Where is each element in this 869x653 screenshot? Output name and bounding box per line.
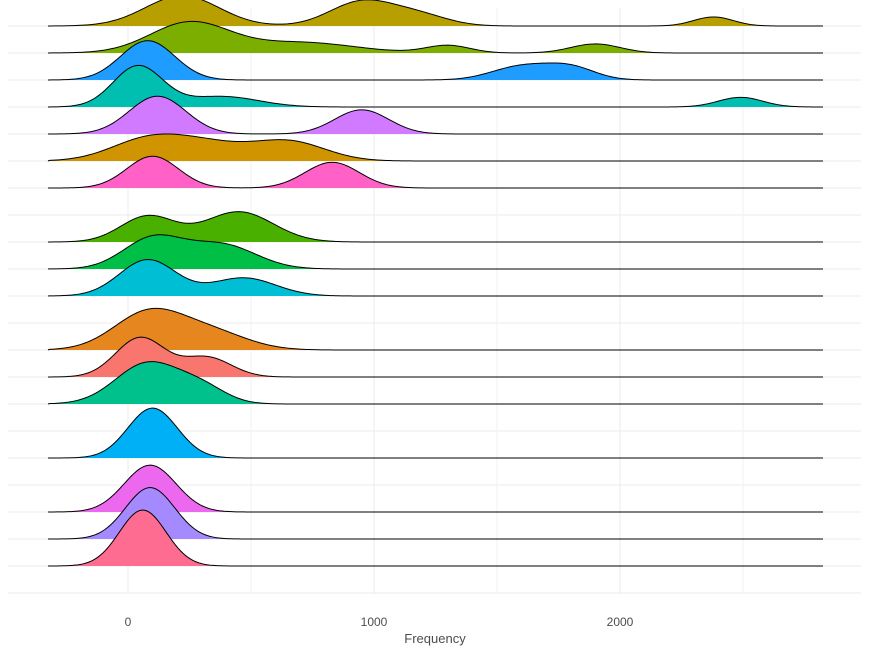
ridge-outline [47,487,823,540]
ridge-outline [47,407,823,459]
ridge-area [48,510,823,566]
ridge-area [48,133,823,161]
ridge-outline [47,211,823,243]
ridge-area [48,234,823,269]
ridge-outline [47,307,823,351]
ridge-area [48,308,823,350]
ridge-outline [47,64,824,108]
ridge-area [48,408,823,458]
ridge-outline [47,336,823,378]
ridge-area [48,0,823,26]
ridge-outline [47,509,823,567]
ridge-area [48,156,823,188]
ridge-outline [47,234,823,270]
ridge-area [48,211,823,242]
ridge-layer [47,0,824,567]
ridge-outline [47,40,823,81]
tick-label-layer: 0 1000 2000 [125,615,634,629]
ridge-outline [47,133,823,162]
ridge-area [48,96,823,134]
ridge-outline [47,464,823,513]
ridge-area [48,21,823,53]
ridge-outline [47,20,823,54]
ridge-outline [47,95,823,135]
ridge-area [48,65,823,107]
x-axis-title: Frequency [404,631,466,646]
ridge-area [48,361,823,404]
ridge-outline [47,155,823,189]
x-tick-label: 2000 [607,615,634,629]
ridge-outline [47,0,823,27]
ridge-outline [47,259,823,297]
ridge-area [48,259,823,296]
x-tick-label: 0 [125,615,132,629]
ridge-outline [47,361,823,405]
x-tick-label: 1000 [361,615,388,629]
